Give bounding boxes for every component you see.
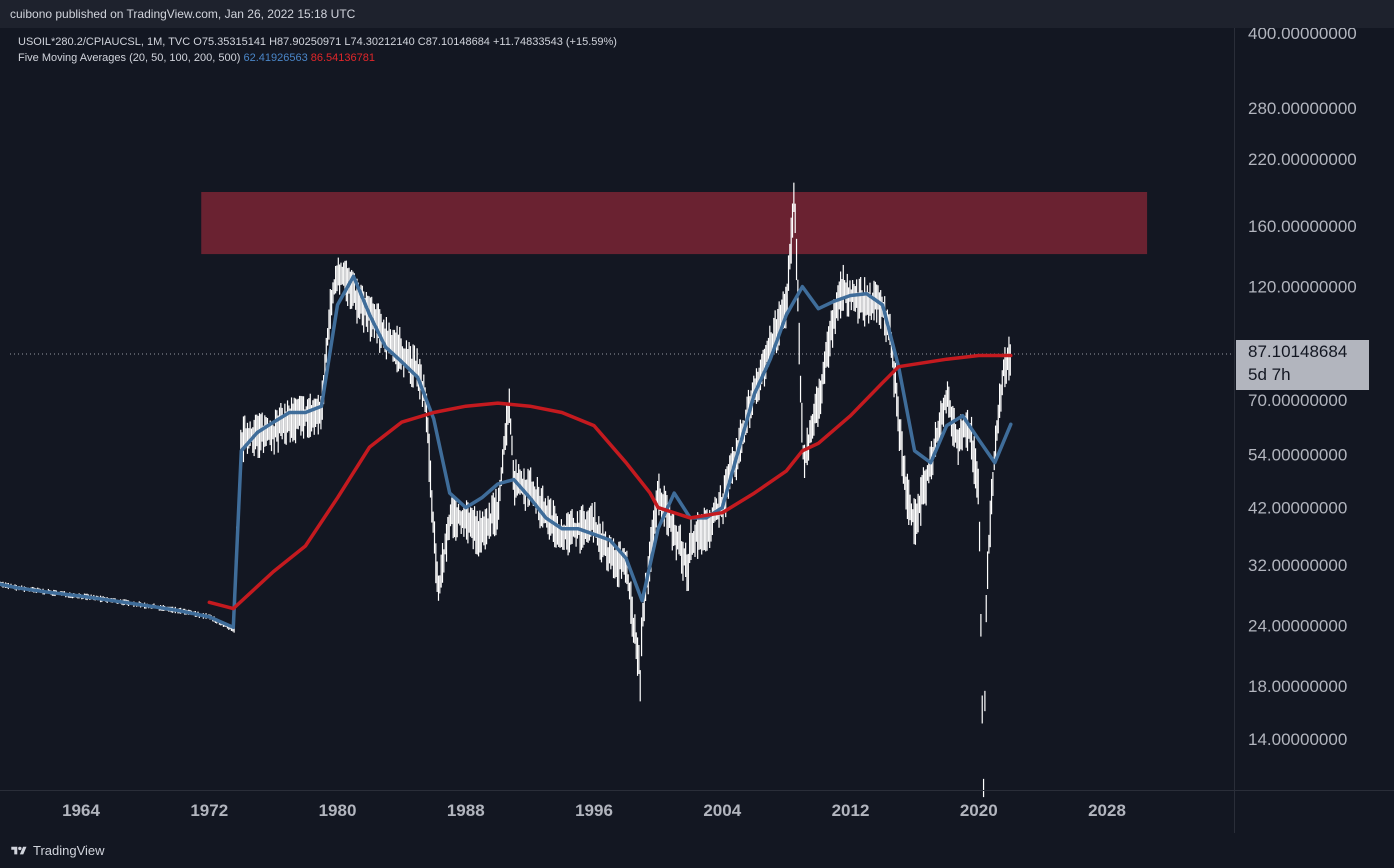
- chart-legend: USOIL*280.2/CPIAUCSL, 1M, TVC O75.353151…: [18, 34, 617, 66]
- time-axis-label: 1988: [447, 801, 485, 820]
- price-chart[interactable]: 400.00000000 280.00000000 220.00000000 160.…: [0, 28, 1394, 833]
- price-axis-label: 14.00000000: [1248, 730, 1347, 749]
- publish-info: cuibono published on TradingView.com, Ja…: [10, 7, 356, 21]
- last-price-value: 87.10148684: [1248, 342, 1348, 361]
- ma-200-line: [207, 353, 1013, 611]
- price-axis-label: 120.00000000: [1248, 278, 1357, 297]
- legend-ma-row: Five Moving Averages (20, 50, 100, 200, …: [18, 50, 617, 66]
- price-axis-label: 160.00000000: [1248, 217, 1357, 236]
- legend-symbol-row: USOIL*280.2/CPIAUCSL, 1M, TVC O75.353151…: [18, 34, 617, 50]
- last-price-tag: 87.10148684 5d 7h: [1236, 340, 1369, 390]
- footer-bar: [0, 833, 1394, 868]
- time-axis-label: 1972: [190, 801, 228, 820]
- tradingview-logo-icon: [11, 846, 27, 854]
- price-axis-label: 32.00000000: [1248, 556, 1347, 575]
- time-axis-label: 2028: [1088, 801, 1126, 820]
- bar-countdown: 5d 7h: [1248, 365, 1291, 384]
- chart-area[interactable]: 400.00000000 280.00000000 220.00000000 160.…: [0, 28, 1394, 833]
- price-axis-label: 400.00000000: [1248, 28, 1357, 43]
- price-axis-label: 54.00000000: [1248, 446, 1347, 465]
- legend-symbol: USOIL*280.2/CPIAUCSL, 1M, TVC: [18, 36, 191, 48]
- price-axis-label: 70.00000000: [1248, 391, 1347, 410]
- resistance-zone: [201, 192, 1148, 255]
- price-axis-label: 24.00000000: [1248, 616, 1347, 635]
- price-axis-label: 18.00000000: [1248, 677, 1347, 696]
- ma-20-line: [0, 274, 1013, 630]
- tradingview-brand-label: TradingView: [33, 843, 105, 858]
- price-axis-label: 280.00000000: [1248, 99, 1357, 118]
- legend-ma2-value: 86.54136781: [310, 52, 375, 64]
- time-axis-label: 1964: [62, 801, 100, 820]
- legend-ma1-value: 62.41926563: [243, 52, 308, 64]
- time-axis-label: 1980: [319, 801, 357, 820]
- price-axis-label: 220.00000000: [1248, 150, 1357, 169]
- publish-bar: cuibono published on TradingView.com, Ja…: [0, 0, 1394, 28]
- time-axis-label: 2020: [960, 801, 998, 820]
- time-axis-label: 1996: [575, 801, 613, 820]
- time-axis-label: 2012: [832, 801, 870, 820]
- legend-ohlc: O75.35315141 H87.90250971 L74.30212140 C…: [193, 36, 617, 48]
- time-axis-label: 2004: [703, 801, 741, 820]
- price-axis-label: 42.00000000: [1248, 499, 1347, 518]
- tradingview-brand[interactable]: TradingView: [10, 843, 105, 858]
- legend-ma-name: Five Moving Averages (20, 50, 100, 200, …: [18, 52, 241, 64]
